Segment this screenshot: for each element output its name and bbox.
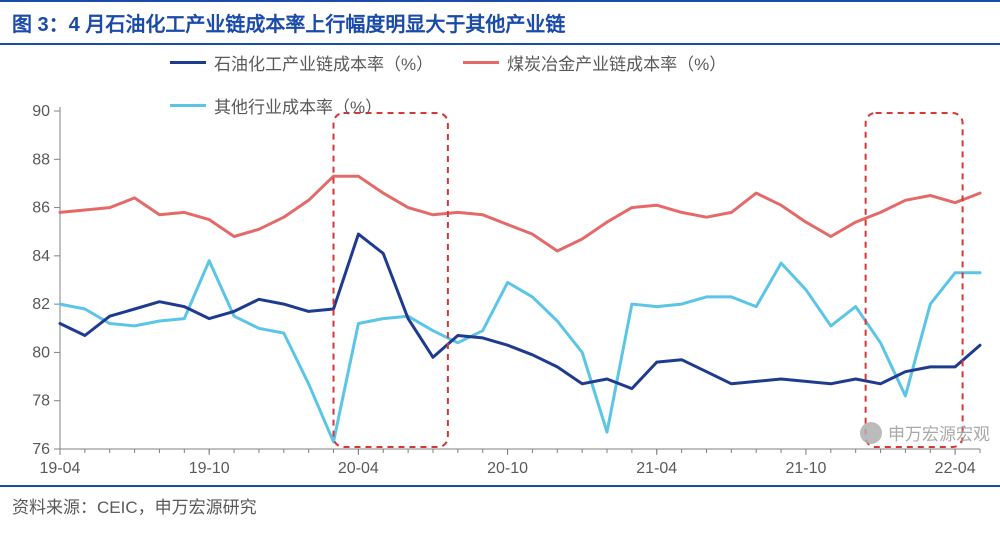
legend-item: 其他行业成本率（%） [170,93,870,118]
chart-container: 图 3：4 月石油化工产业链成本率上行幅度明显大于其他产业链 石油化工产业链成本… [0,0,1000,546]
legend-item: 石油化工产业链成本率（%） [170,50,433,75]
svg-text:19-04: 19-04 [40,460,81,477]
chart-title: 图 3：4 月石油化工产业链成本率上行幅度明显大于其他产业链 [12,8,988,37]
svg-text:20-04: 20-04 [338,460,379,477]
svg-text:86: 86 [32,200,50,217]
watermark-text: 申万宏源宏观 [888,420,990,445]
legend-swatch [463,61,499,64]
legend-swatch [170,61,206,64]
svg-text:21-04: 21-04 [636,460,677,477]
legend-item: 煤炭冶金产业链成本率（%） [463,50,726,75]
svg-text:20-10: 20-10 [487,460,528,477]
svg-text:88: 88 [32,151,50,168]
svg-text:84: 84 [32,248,50,265]
svg-text:19-10: 19-10 [189,460,230,477]
source-footer: 资料来源：CEIC，申万宏源研究 [0,485,1000,524]
title-bar: 图 3：4 月石油化工产业链成本率上行幅度明显大于其他产业链 [0,0,1000,45]
plot-area: 石油化工产业链成本率（%） 煤炭冶金产业链成本率（%） 其他行业成本率（%） 7… [0,45,1000,485]
legend-label: 石油化工产业链成本率（%） [214,50,433,75]
svg-text:22-04: 22-04 [935,460,976,477]
legend-label: 煤炭冶金产业链成本率（%） [507,50,726,75]
legend-label: 其他行业成本率（%） [214,93,382,118]
wechat-icon [860,422,882,444]
svg-text:82: 82 [32,296,50,313]
svg-text:90: 90 [32,103,50,120]
watermark: 申万宏源宏观 [860,420,990,445]
svg-text:21-10: 21-10 [785,460,826,477]
legend: 石油化工产业链成本率（%） 煤炭冶金产业链成本率（%） 其他行业成本率（%） [170,50,870,118]
svg-text:80: 80 [32,344,50,361]
source-label: 资料来源：CEIC，申万宏源研究 [12,498,257,517]
svg-text:76: 76 [32,441,50,458]
svg-text:78: 78 [32,393,50,410]
legend-swatch [170,104,206,107]
